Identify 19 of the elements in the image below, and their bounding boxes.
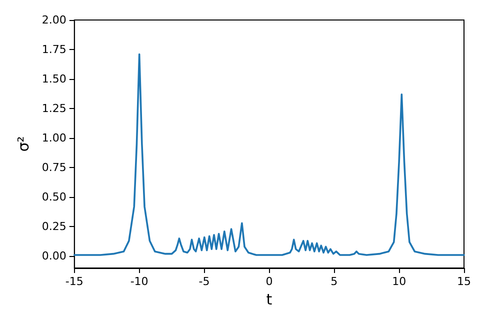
x-tick-label: 10 [392,275,406,288]
x-axis-title: t [266,290,272,308]
x-tick-label: 0 [266,275,273,288]
x-tick-label: -5 [198,275,210,288]
y-tick-label: 2.00 [42,14,66,26]
y-tick-label: 1.00 [42,132,66,145]
y-tick-label: 0.50 [42,190,66,204]
line-series [73,53,465,256]
x-tick-label: -15 [65,275,84,288]
x-tick-label: 15 [457,275,471,288]
x-tick-label: -10 [130,275,148,288]
y-tick-label: 1.25 [42,102,66,116]
y-tick-label: 0.00 [42,250,66,263]
y-tick-label: 0.25 [42,220,66,234]
y-tick-label: 1.75 [42,43,66,56]
y-tick-label: 0.75 [42,161,66,174]
y-axis-title: σ² [14,136,32,152]
y-tick-label: 1.50 [42,72,66,86]
x-tick-label: 5 [330,275,338,288]
